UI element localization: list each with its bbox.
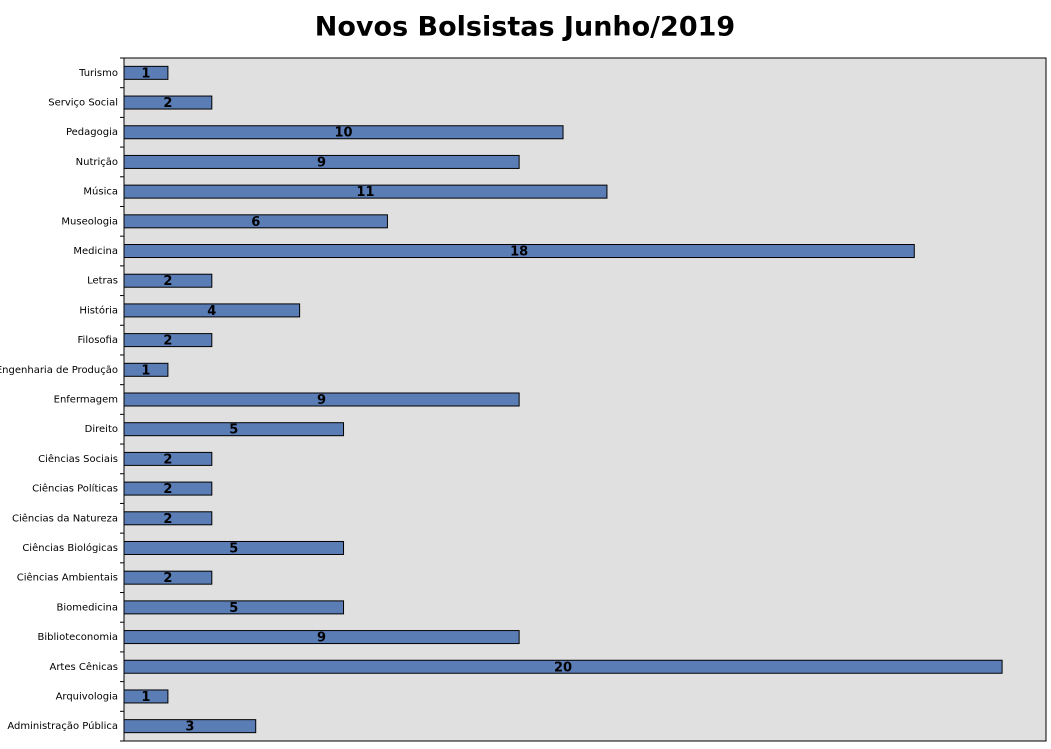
- bar: [123, 65, 169, 80]
- data-label: 2: [163, 571, 172, 586]
- y-tick-label: Ciências Políticas: [32, 483, 118, 495]
- bar: [123, 600, 345, 615]
- y-tick-label: Letras: [87, 276, 118, 287]
- y-tick-label: Ciências Sociais: [38, 453, 118, 465]
- data-label: 1: [141, 363, 150, 378]
- data-label: 18: [510, 245, 528, 260]
- bar: [123, 511, 213, 526]
- data-label: 2: [163, 512, 172, 527]
- data-label: 2: [163, 452, 172, 467]
- bar: [123, 333, 213, 348]
- y-tick-label: História: [79, 304, 118, 316]
- y-tick-label: Turismo: [78, 68, 118, 79]
- y-tick-label: Enfermagem: [54, 395, 118, 406]
- data-label: 2: [163, 334, 172, 349]
- bar: [123, 303, 301, 318]
- data-label: 5: [229, 423, 238, 438]
- data-label: 4: [207, 304, 216, 319]
- chart-title: Novos Bolsistas Junho/2019: [315, 12, 735, 43]
- data-label: 2: [163, 274, 172, 289]
- bar: [123, 659, 1003, 674]
- bar: [123, 273, 213, 288]
- data-label: 20: [554, 660, 572, 675]
- bar: [123, 481, 213, 496]
- bar: [123, 540, 345, 555]
- data-label: 11: [356, 185, 374, 200]
- data-label: 2: [163, 96, 172, 111]
- y-tick-label: Ciências Biológicas: [22, 542, 118, 554]
- bar: [123, 451, 213, 466]
- y-tick-label: Direito: [85, 424, 118, 435]
- data-label: 2: [163, 482, 172, 497]
- bar: [123, 125, 564, 140]
- bar: [123, 689, 169, 704]
- bar: [123, 570, 213, 585]
- y-tick-label: Pedagogia: [66, 127, 118, 138]
- data-label: 9: [317, 393, 326, 408]
- y-tick-label: Arquivologia: [56, 691, 118, 702]
- y-tick-label: Nutrição: [76, 157, 118, 168]
- data-label: 9: [317, 155, 326, 170]
- bar: [123, 95, 213, 110]
- bar: [123, 630, 520, 645]
- y-tick-label: Biomedicina: [56, 602, 118, 613]
- data-label: 3: [185, 720, 194, 735]
- bar: [123, 422, 345, 437]
- data-label: 1: [141, 66, 150, 81]
- y-tick-label: Biblioteconomia: [38, 632, 118, 643]
- data-label: 5: [229, 541, 238, 556]
- bar: [123, 392, 520, 407]
- y-tick-label: Engenharia de Produção: [0, 365, 118, 376]
- bar: [123, 154, 520, 169]
- bar: [123, 214, 388, 229]
- y-tick-label: Artes Cênicas: [49, 661, 118, 673]
- y-tick-label: Medicina: [73, 246, 118, 257]
- bar: [123, 184, 608, 199]
- data-label: 10: [334, 126, 352, 141]
- data-label: 6: [251, 215, 260, 230]
- y-tick-label: Administração Pública: [7, 720, 118, 732]
- bar: [123, 719, 257, 734]
- bar: [123, 362, 169, 377]
- y-tick-label: Música: [83, 186, 118, 198]
- y-tick-label: Ciências da Natureza: [12, 512, 118, 524]
- y-tick-label: Ciências Ambientais: [17, 572, 118, 584]
- data-label: 5: [229, 601, 238, 616]
- y-tick-label: Filosofia: [78, 335, 118, 346]
- y-tick-label: Museologia: [61, 216, 118, 227]
- y-tick-label: Serviço Social: [48, 98, 118, 109]
- data-label: 1: [141, 690, 150, 705]
- data-label: 9: [317, 631, 326, 646]
- bar: [123, 244, 915, 259]
